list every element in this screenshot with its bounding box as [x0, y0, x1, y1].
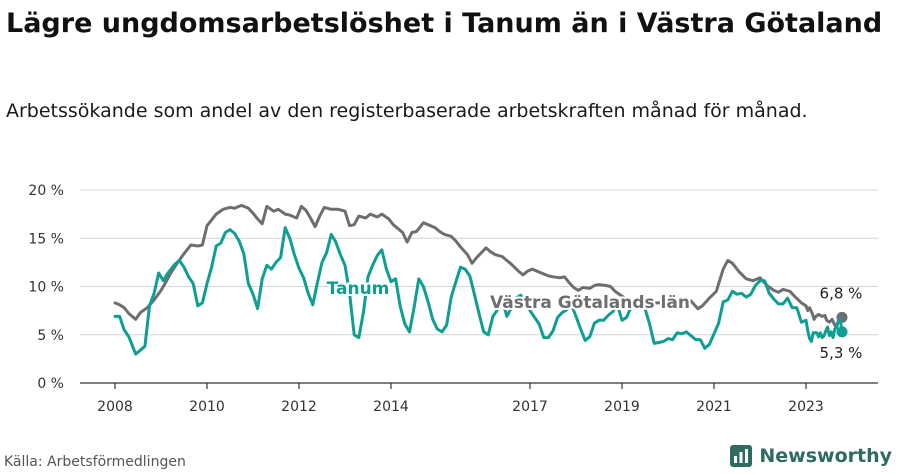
y-tick-label: 20 % [28, 183, 64, 199]
chart-subtitle: Arbetssökande som andel av den registerb… [6, 100, 808, 122]
end-marker-tanum [836, 326, 848, 338]
gridlines [80, 189, 878, 336]
x-tick-label: 2014 [373, 399, 409, 415]
x-tick-label: 2010 [189, 399, 225, 415]
newsworthy-icon [730, 445, 753, 467]
y-tick-label: 10 % [28, 280, 64, 296]
series-lines [113, 203, 848, 356]
series-label-vastra-gotaland: Västra Götalands län [490, 293, 690, 313]
y-tick-label: 0 % [37, 376, 64, 392]
newsworthy-logo[interactable]: Newsworthy [729, 442, 892, 470]
y-tick-label: 15 % [28, 231, 64, 247]
source-note: Källa: Arbetsförmedlingen [4, 454, 186, 470]
y-tick-label: 5 % [37, 328, 64, 344]
chart-title: Lägre ungdomsarbetslöshet i Tanum än i V… [6, 8, 883, 39]
line-chart: 0 %5 %10 %15 %20 % 2008 2010 2012 2014 2017 2… [28, 183, 878, 415]
x-tick-label: 2017 [512, 399, 548, 415]
series-labels: 6,8 % Västra Götalands län 5,3 % Tanum [325, 277, 863, 362]
x-axis: 2008 2010 2012 2014 2017 2019 2021 2023 [80, 382, 878, 415]
end-label-vastra-gotaland: 6,8 % [820, 284, 863, 302]
series-line-vastra-gotaland [113, 203, 844, 329]
end-label-tanum: 5,3 % [820, 344, 863, 362]
y-axis-labels: 0 % 5 % 10 % 15 % 20 % [28, 183, 64, 392]
x-tick-label: 2019 [604, 399, 640, 415]
x-tick-label: 2023 [788, 399, 824, 415]
series-label-tanum: Tanum [327, 279, 390, 299]
x-tick-label: 2012 [281, 399, 317, 415]
series-line-tanum [113, 226, 844, 356]
brand-name: Newsworthy [759, 445, 892, 467]
x-tick-label: 2021 [696, 399, 732, 415]
x-tick-label: 2008 [97, 399, 133, 415]
